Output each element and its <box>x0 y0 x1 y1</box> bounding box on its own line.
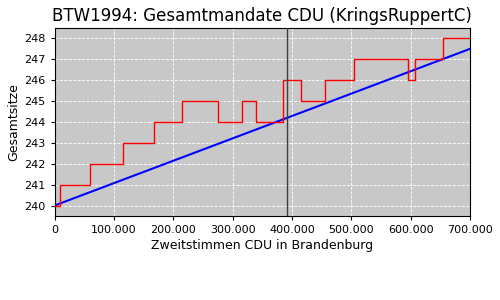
Title: BTW1994: Gesamtmandate CDU (KringsRuppertC): BTW1994: Gesamtmandate CDU (KringsRupper… <box>52 7 472 25</box>
Y-axis label: Gesamtsitze: Gesamtsitze <box>7 83 20 161</box>
X-axis label: Zweitstimmen CDU in Brandenburg: Zweitstimmen CDU in Brandenburg <box>152 239 374 252</box>
